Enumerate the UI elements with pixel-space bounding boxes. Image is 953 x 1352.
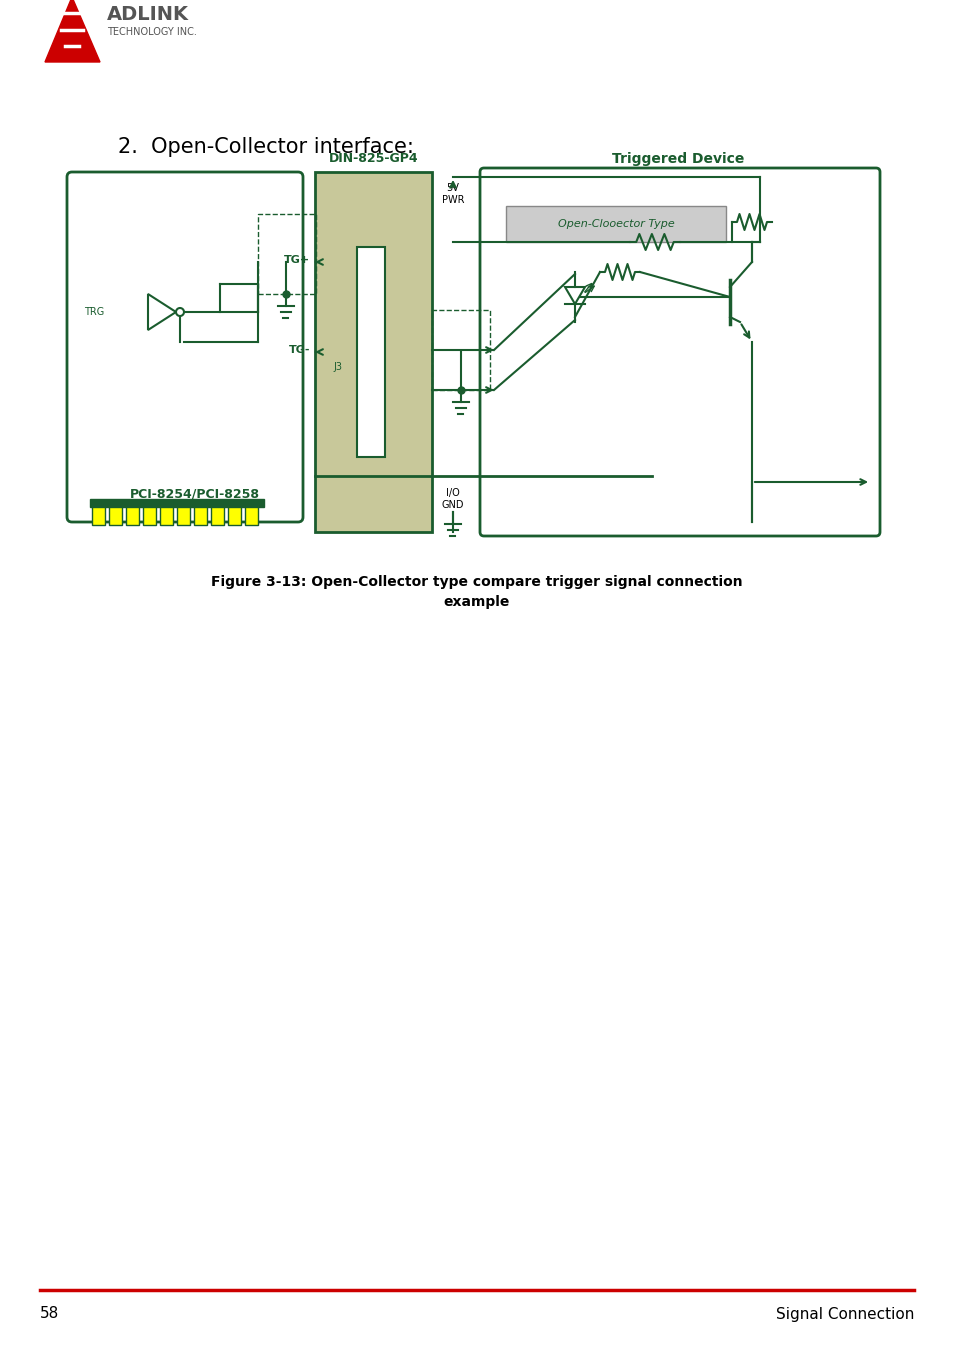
Bar — [91, 503, 105, 525]
Polygon shape — [564, 287, 584, 304]
Text: TG-: TG- — [288, 345, 310, 356]
Text: Signal Connection: Signal Connection — [775, 1306, 913, 1321]
Text: TRG: TRG — [84, 307, 104, 316]
Text: 5V
PWR: 5V PWR — [441, 184, 464, 204]
Polygon shape — [148, 293, 175, 330]
Text: Open-Clooector Type: Open-Clooector Type — [558, 219, 674, 228]
Bar — [160, 503, 172, 525]
Text: 58: 58 — [40, 1306, 59, 1321]
Text: Figure 3-13: Open-Collector type compare trigger signal connection
example: Figure 3-13: Open-Collector type compare… — [211, 575, 742, 610]
FancyBboxPatch shape — [479, 168, 879, 535]
Text: TG+: TG+ — [284, 256, 310, 265]
Text: I/O
GND: I/O GND — [441, 488, 464, 510]
FancyBboxPatch shape — [67, 172, 303, 522]
Text: J3: J3 — [333, 362, 341, 372]
Text: PCI-8254/PCI-8258: PCI-8254/PCI-8258 — [130, 488, 260, 500]
Bar — [314, 172, 432, 531]
Bar — [257, 214, 315, 293]
Text: DIN-825-GP4: DIN-825-GP4 — [329, 153, 417, 165]
Text: 2.  Open-Collector interface:: 2. Open-Collector interface: — [118, 137, 414, 157]
Bar — [109, 503, 122, 525]
Bar — [193, 503, 207, 525]
Circle shape — [175, 308, 184, 316]
Text: Triggered Device: Triggered Device — [611, 151, 743, 166]
Text: TECHNOLOGY INC.: TECHNOLOGY INC. — [107, 27, 196, 37]
Polygon shape — [45, 0, 100, 62]
Bar — [143, 503, 156, 525]
Bar — [228, 503, 241, 525]
Bar — [505, 206, 725, 242]
Bar — [211, 503, 224, 525]
Bar — [245, 503, 257, 525]
Bar — [177, 503, 190, 525]
Bar — [126, 503, 139, 525]
Bar — [90, 499, 264, 507]
Text: ADLINK: ADLINK — [107, 4, 189, 23]
Bar — [432, 310, 490, 389]
Bar — [356, 247, 385, 457]
